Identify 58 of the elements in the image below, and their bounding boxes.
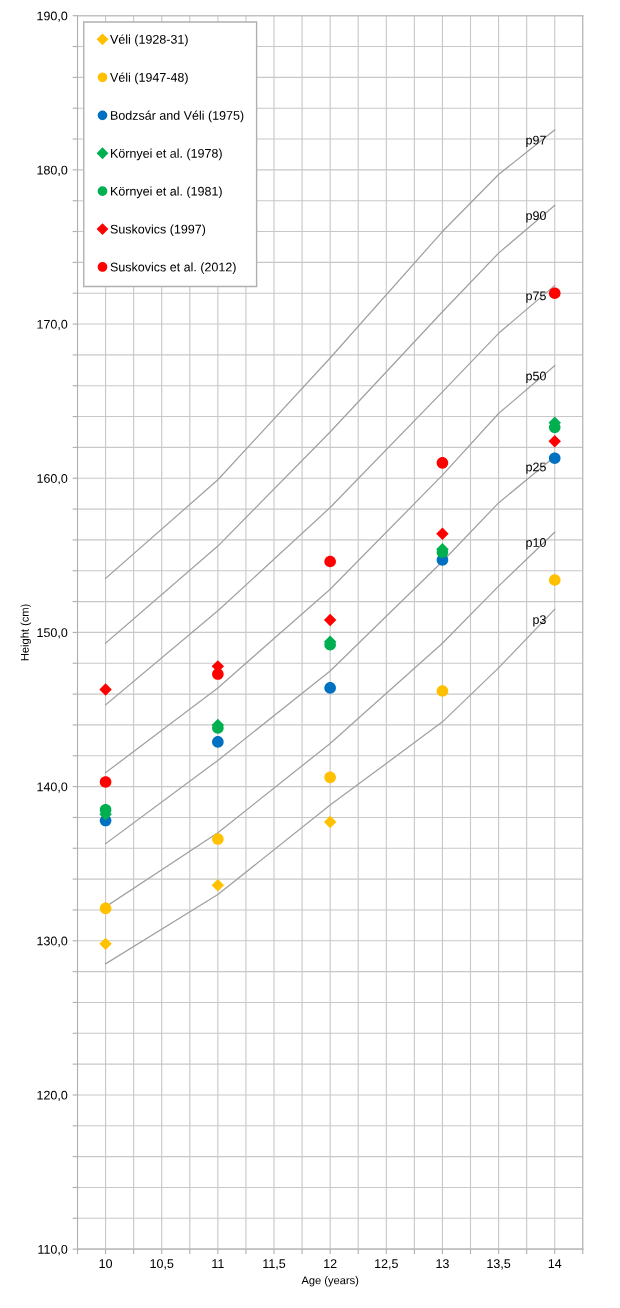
x-tick-label: 11,5 (263, 1259, 286, 1270)
x-tick-label: 10 (99, 1259, 113, 1269)
point (212, 668, 224, 680)
series-label: p90 (526, 211, 546, 223)
series-label: p3 (533, 615, 546, 627)
point (324, 682, 336, 694)
series-label: p10 (526, 538, 546, 550)
point (99, 937, 112, 951)
x-tick-label: 10,5 (150, 1259, 174, 1270)
y-tick-label: 130,0 (37, 936, 68, 947)
y-tick-label: 110,0 (38, 1244, 68, 1256)
legend-label: Suskovics et al. (2012) (110, 262, 236, 274)
legend-label: Környei et al. (1978) (111, 148, 222, 161)
line-series (104, 204, 556, 644)
y-tick-label: 160,0 (37, 474, 68, 485)
point (323, 613, 337, 627)
point (99, 683, 112, 696)
series-label: p50 (526, 371, 546, 383)
x-axis-title: Age (years) (301, 1276, 359, 1287)
point (99, 776, 112, 788)
x-tick-label: 14 (548, 1259, 562, 1268)
point (211, 879, 225, 892)
point (99, 902, 112, 915)
point (324, 555, 336, 568)
y-tick-label: 170,0 (37, 319, 68, 331)
y-axis-title: Height (cm) (20, 604, 31, 661)
series-label: p75 (526, 291, 546, 303)
legend-label: Környei et al. (1981) (111, 186, 222, 199)
x-tick-label: 11 (212, 1259, 224, 1268)
x-tick-label: 13,5 (487, 1259, 511, 1270)
series-label: p97 (526, 135, 546, 147)
legend-label: Véli (1928-31) (110, 34, 188, 47)
point (548, 574, 561, 586)
point (323, 815, 337, 829)
point (212, 833, 224, 845)
point (548, 452, 561, 464)
legend-label: Véli (1947-48) (110, 72, 188, 85)
y-tick-label: 140,0 (37, 782, 68, 793)
series-label: p25 (526, 462, 546, 474)
x-tick-label: 12,5 (375, 1259, 398, 1270)
legend-label: Suskovics (1997) (110, 224, 206, 237)
point (548, 287, 561, 300)
line-series (104, 608, 556, 965)
y-tick-label: 180,0 (37, 165, 68, 177)
point (436, 457, 449, 469)
point (324, 771, 336, 784)
point (436, 685, 449, 697)
point (548, 435, 561, 448)
y-tick-label: 120,0 (37, 1090, 68, 1102)
point (436, 527, 449, 540)
line-series (104, 365, 556, 774)
x-tick-label: 12 (324, 1259, 337, 1268)
y-tick-label: 150,0 (37, 628, 68, 639)
line-series (104, 129, 556, 580)
legend-label: Bodzsár and Véli (1975) (111, 110, 244, 123)
y-tick-label: 190,0 (37, 11, 68, 22)
x-tick-label: 13 (436, 1259, 449, 1269)
point (212, 736, 224, 748)
